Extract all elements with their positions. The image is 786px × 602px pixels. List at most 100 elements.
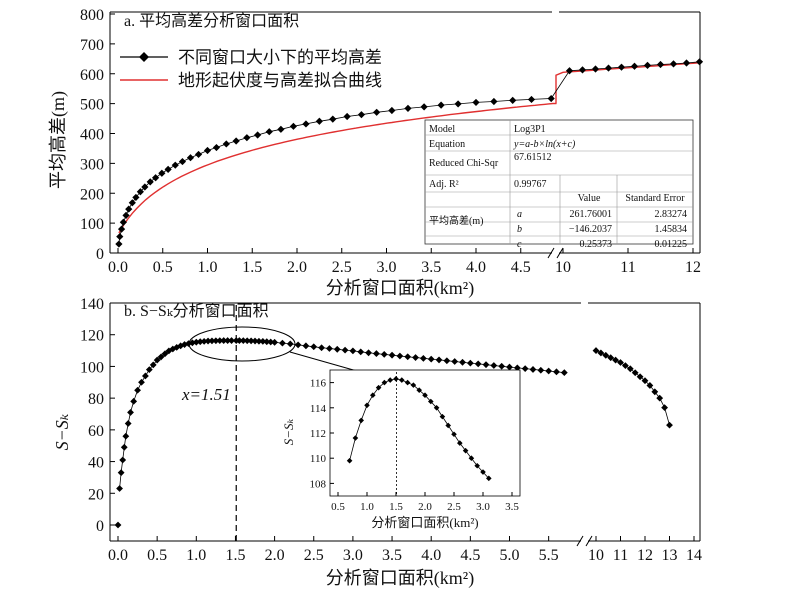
y-tick-label: 100: [80, 216, 104, 233]
data-point: [239, 337, 247, 345]
data-point: [695, 58, 704, 66]
data-point: [120, 443, 128, 451]
data-point: [115, 240, 123, 248]
data-point: [537, 366, 545, 374]
x-tick-label: 12: [685, 259, 701, 276]
inset-data-point: [393, 376, 399, 382]
y-tick-label: 800: [80, 7, 104, 24]
data-point: [326, 345, 333, 352]
inset-x-tick-label: 2.0: [418, 501, 432, 513]
x-tick-label: 1.5: [242, 259, 262, 276]
data-point: [545, 367, 553, 375]
x-tick-label: 0.5: [147, 547, 167, 564]
data-point: [122, 432, 130, 440]
data-point: [279, 339, 286, 347]
data-point: [122, 211, 130, 219]
data-point: [490, 362, 498, 369]
table-value: y=a-b×ln(x+c): [513, 139, 576, 150]
x-tick-label: 11: [613, 547, 628, 564]
data-point: [437, 101, 445, 109]
data-point: [560, 369, 568, 377]
data-point: [472, 98, 480, 107]
inset-x-axis-label: 分析窗口面积(km²): [371, 515, 478, 530]
data-point: [490, 97, 498, 106]
y-tick-label: 120: [80, 328, 104, 345]
x-tick-label: 4.0: [421, 547, 441, 564]
y-tick-label: 20: [88, 486, 104, 503]
data-point: [178, 157, 187, 166]
data-point: [602, 351, 610, 359]
data-point: [329, 115, 337, 123]
inset-x-tick-label: 3.0: [476, 501, 490, 513]
panel-b-data-points: [114, 337, 673, 529]
x-tick-label: 4.5: [460, 547, 480, 564]
data-point: [661, 404, 668, 412]
data-point: [286, 340, 294, 348]
y-tick-label: 400: [80, 127, 104, 144]
data-point: [341, 346, 349, 354]
data-point: [255, 337, 263, 345]
data-point: [315, 117, 323, 125]
data-point: [388, 351, 396, 359]
x-axis-label: 分析窗口面积(km²): [326, 278, 474, 299]
data-point: [529, 366, 537, 373]
data-point: [171, 161, 179, 169]
x-tick-label: 0.5: [153, 259, 173, 276]
data-point: [474, 360, 482, 368]
y-tick-label: 40: [88, 455, 104, 472]
table-label: Adj. R²: [429, 179, 459, 190]
data-point: [333, 345, 341, 353]
inset-data-point: [381, 379, 388, 386]
table-label: Model: [429, 124, 455, 135]
data-point: [216, 337, 224, 345]
data-point: [142, 372, 149, 380]
data-point: [117, 469, 125, 477]
data-point: [128, 199, 136, 207]
y-axis-label: 平均高差(m): [48, 91, 69, 189]
panel-b-title: b. S−Sₖ分析窗口面积: [124, 302, 269, 320]
data-point: [521, 365, 529, 373]
data-point: [114, 521, 122, 529]
data-point: [459, 358, 466, 366]
panel-a-axes: 0 100 200 300 400 500 600 700 800 0.0 0.5 1.0 1.5 2.0…: [48, 7, 701, 299]
x-tick-label: 3.0: [377, 259, 397, 276]
data-point: [220, 337, 228, 344]
legend-label-data: 不同窗口大小下的平均高差: [178, 48, 382, 67]
data-point: [200, 337, 208, 345]
data-point: [604, 64, 613, 72]
inset-data-point: [457, 440, 463, 446]
y-tick-label: 0: [96, 518, 104, 535]
data-point: [388, 106, 396, 115]
data-point: [212, 337, 220, 345]
data-point: [289, 122, 298, 130]
data-point: [404, 104, 412, 113]
data-point: [228, 337, 235, 344]
data-point: [157, 353, 165, 361]
inset-data-point: [422, 392, 428, 398]
data-point: [259, 337, 267, 345]
inset-x-tick-label: 1.5: [389, 501, 403, 513]
inset-data-point: [439, 413, 446, 420]
data-point: [224, 337, 232, 344]
data-point: [277, 125, 285, 133]
data-point: [310, 343, 318, 351]
data-point: [513, 364, 521, 372]
data-point: [420, 103, 428, 111]
x-tick-label: 1.0: [186, 547, 206, 564]
data-point: [612, 356, 619, 364]
data-point: [145, 366, 153, 373]
inset-data-point: [445, 422, 451, 429]
data-point: [127, 409, 134, 416]
inset-y-tick-label: 110: [310, 453, 327, 465]
data-point: [169, 345, 177, 353]
table-value: Log3P1: [514, 124, 546, 135]
panel-b-axes: 0 20 40 60 80 100 120 140 0.0 0.5 1.0 1.5 2.0 2.5 3.0 3…: [52, 296, 702, 589]
x-tick-label: 5.5: [539, 547, 559, 564]
data-point: [294, 341, 302, 349]
data-point: [267, 338, 275, 346]
y-tick-label: 500: [80, 97, 104, 114]
data-point: [651, 388, 659, 396]
data-point: [116, 485, 123, 492]
data-point: [265, 128, 273, 136]
